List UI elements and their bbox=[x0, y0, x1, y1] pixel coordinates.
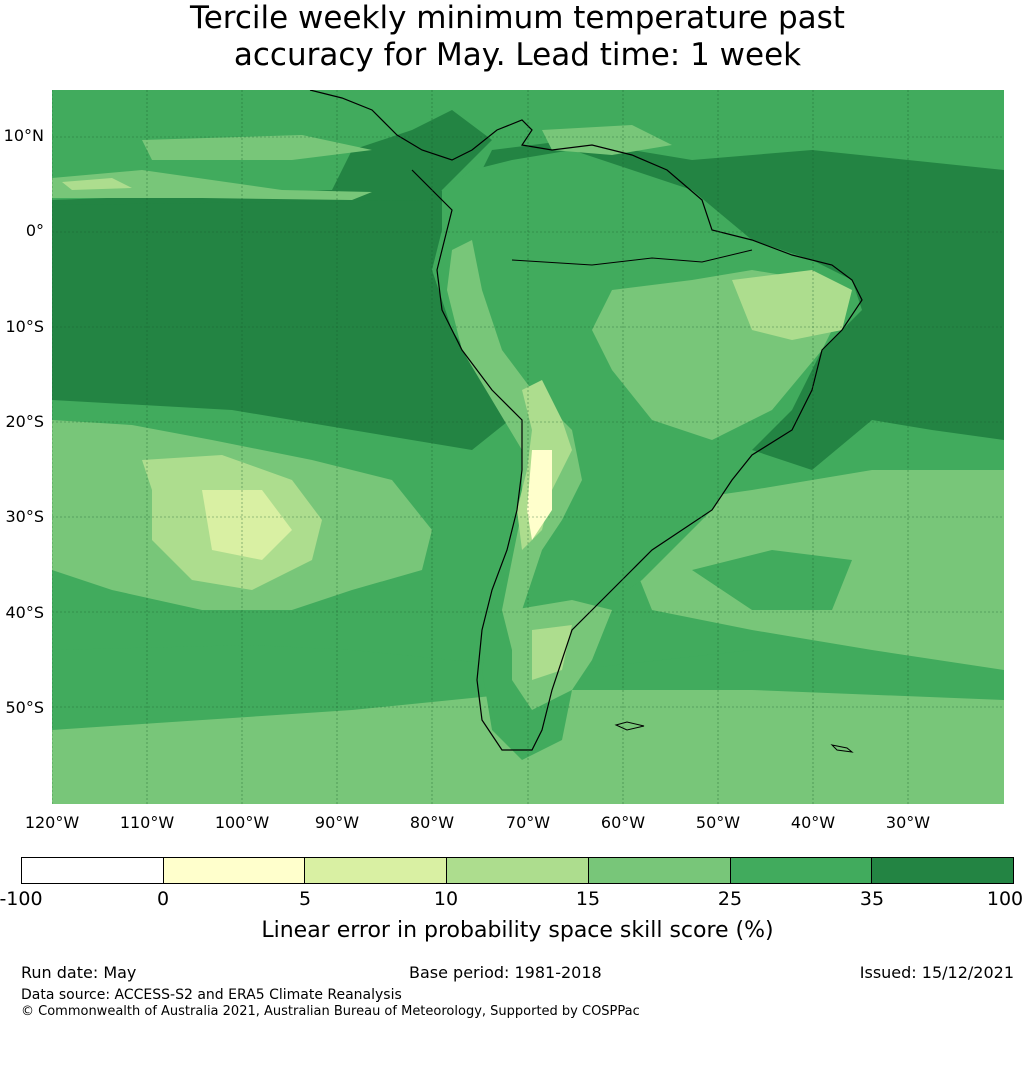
colorbar-segment bbox=[730, 858, 873, 883]
colorbar-label: Linear error in probability space skill … bbox=[261, 918, 774, 943]
lat-label-40s: 40°S bbox=[5, 603, 44, 622]
lat-label-10n: 10°N bbox=[3, 126, 44, 145]
skill-map bbox=[52, 90, 1004, 804]
issued-date: Issued: 15/12/2021 bbox=[859, 963, 1014, 982]
region-patagonia-lighter bbox=[532, 625, 572, 680]
lat-label-20s: 20°S bbox=[5, 412, 44, 431]
south-georgia bbox=[830, 744, 854, 753]
colorbar-segment bbox=[447, 858, 589, 883]
lon-label-50w: 50°W bbox=[695, 813, 741, 832]
lat-label-0: 0° bbox=[25, 221, 44, 240]
colorbar-tick: 35 bbox=[859, 888, 885, 910]
colorbar-tick: -100 bbox=[0, 888, 43, 910]
lon-label-100w: 100°W bbox=[214, 813, 270, 832]
colorbar-tick: 100 bbox=[986, 888, 1024, 910]
region-north-light bbox=[142, 135, 372, 160]
colorbar-segment bbox=[163, 858, 306, 883]
region-andes bbox=[447, 240, 582, 650]
lat-label-10s: 10°S bbox=[5, 317, 44, 336]
colorbar-tick: 0 bbox=[156, 888, 170, 910]
lon-label-110w: 110°W bbox=[119, 813, 175, 832]
colorbar-segment bbox=[305, 858, 448, 883]
colorbar bbox=[21, 857, 1014, 884]
data-source: Data source: ACCESS-S2 and ERA5 Climate … bbox=[21, 987, 402, 1003]
amazon-river bbox=[511, 249, 753, 266]
lon-label-80w: 80°W bbox=[409, 813, 455, 832]
lon-label-60w: 60°W bbox=[600, 813, 646, 832]
base-period: Base period: 1981-2018 bbox=[409, 963, 602, 982]
lon-label-90w: 90°W bbox=[314, 813, 360, 832]
region-pacific-north bbox=[52, 110, 492, 205]
region-itcz-lighter bbox=[62, 178, 132, 190]
falkland-islands bbox=[614, 721, 645, 731]
lat-label-50s: 50°S bbox=[5, 698, 44, 717]
lat-label-30s: 30°S bbox=[5, 507, 44, 526]
region-itcz-light bbox=[52, 170, 372, 200]
lon-label-120w: 120°W bbox=[24, 813, 80, 832]
lon-label-30w: 30°W bbox=[885, 813, 931, 832]
colorbar-segment bbox=[872, 858, 1014, 883]
colorbar-tick: 25 bbox=[717, 888, 743, 910]
map-title: Tercile weekly minimum temperature past … bbox=[0, 0, 1035, 74]
lon-label-70w: 70°W bbox=[505, 813, 551, 832]
title-line-2: accuracy for May. Lead time: 1 week bbox=[233, 37, 802, 73]
skill-map-svg bbox=[52, 90, 1004, 804]
title-line-1: Tercile weekly minimum temperature past bbox=[190, 0, 845, 36]
colorbar-tick: 15 bbox=[575, 888, 601, 910]
colorbar-segment bbox=[588, 858, 731, 883]
region-brazil-lighter bbox=[732, 270, 852, 340]
colorbar-tick: 5 bbox=[298, 888, 312, 910]
copyright: © Commonwealth of Australia 2021, Austra… bbox=[21, 1004, 640, 1019]
region-south-atlantic-medium bbox=[692, 550, 852, 610]
region-andes-lightest bbox=[527, 450, 552, 540]
lon-label-40w: 40°W bbox=[790, 813, 836, 832]
region-south-pacific-lightest bbox=[202, 490, 292, 560]
graticule bbox=[52, 90, 1004, 804]
colorbar-tick: 10 bbox=[433, 888, 459, 910]
colorbar-segment bbox=[22, 858, 164, 883]
run-date: Run date: May bbox=[21, 963, 137, 982]
coastline bbox=[309, 90, 863, 751]
